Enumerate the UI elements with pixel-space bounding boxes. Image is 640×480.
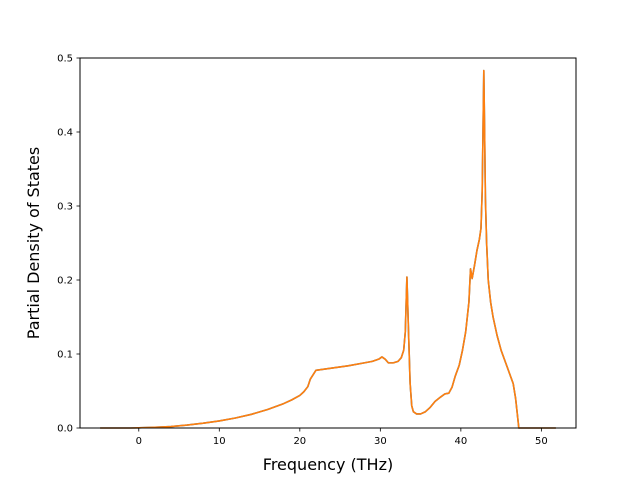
y-tick-label: 0.2	[57, 276, 73, 287]
y-tick-label: 0.5	[57, 54, 73, 65]
x-tick-label: 0	[136, 436, 142, 447]
y-axis-label: Partial Density of States	[24, 147, 43, 339]
y-tick-label: 0.1	[57, 350, 73, 361]
x-tick-label: 50	[535, 436, 548, 447]
series-layer	[100, 69, 556, 429]
series-line-2	[100, 69, 556, 429]
y-tick-label: 0.4	[57, 128, 73, 139]
y-axis: 0.0 0.1 0.2 0.3 0.4 0.5	[57, 54, 80, 435]
y-tick-label: 0.3	[57, 202, 73, 213]
x-axis-label: Frequency (THz)	[263, 455, 393, 474]
x-tick-label: 10	[213, 436, 226, 447]
x-tick-label: 20	[293, 436, 306, 447]
y-tick-label: 0.0	[57, 424, 73, 435]
x-tick-label: 30	[374, 436, 387, 447]
plot-frame	[79, 57, 577, 429]
x-axis: 0 10 20 30 40 50	[136, 428, 548, 447]
x-tick-label: 40	[454, 436, 467, 447]
